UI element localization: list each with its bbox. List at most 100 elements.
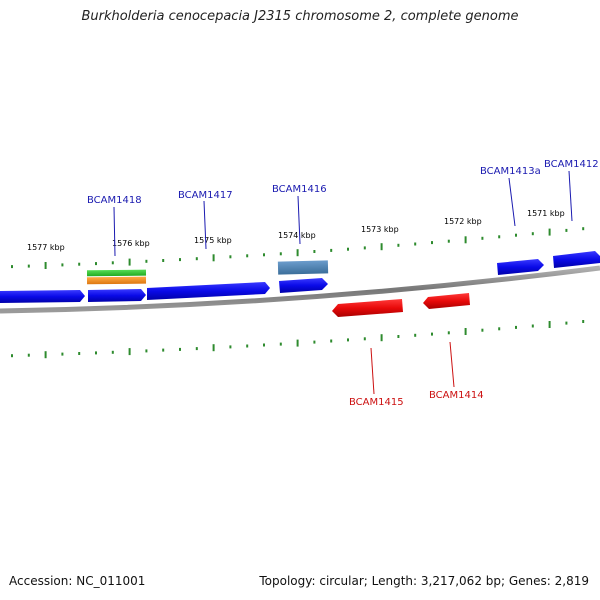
gene-labels: BCAM1418 BCAM1417 BCAM1416 BCAM1413a BCA… (87, 159, 599, 408)
tick-reverse-23 (397, 335, 400, 338)
gene-arrow-bcam1415[interactable] (332, 299, 403, 317)
tick-reverse-2 (44, 351, 47, 359)
tick-forward-5 (95, 262, 97, 266)
gene-arrow-unlabeled-left[interactable] (0, 290, 85, 303)
tick-forward-9 (162, 259, 165, 262)
scale-labels: 1577 kbp 1576 kbp 1575 kbp 1574 kbp 1573 kbp… (27, 209, 565, 252)
leader-bcam1416 (297, 195, 301, 245)
tick-reverse-28 (481, 328, 484, 332)
tick-forward-29 (498, 235, 501, 239)
tick-reverse-11 (195, 347, 198, 351)
gene-label-bcam1414: BCAM1414 (429, 390, 484, 401)
tick-forward-32 (548, 228, 551, 236)
tick-reverse-6 (111, 350, 114, 354)
tick-forward-1 (27, 264, 30, 268)
tick-forward-26 (447, 239, 450, 243)
tick-forward-22 (380, 243, 383, 251)
tick-forward-20 (347, 247, 349, 251)
tick-forward-16 (279, 252, 282, 256)
tick-reverse-12 (212, 344, 215, 352)
tick-forward-28 (481, 236, 484, 240)
tick-reverse-33 (565, 321, 568, 325)
gene-label-bcam1415: BCAM1415 (349, 397, 404, 408)
forward-gene-arrows (0, 251, 600, 303)
chromosome-backbone (0, 265, 600, 314)
gene-arrow-bcam1412[interactable] (553, 251, 600, 268)
tick-forward-34 (582, 227, 585, 231)
tick-forward-21 (363, 246, 366, 250)
tick-reverse-1 (27, 353, 30, 357)
leader-bcam1417 (203, 200, 207, 250)
tick-reverse-20 (347, 338, 349, 342)
leader-bcam1418 (113, 206, 116, 257)
tick-forward-12 (212, 254, 215, 262)
tick-reverse-22 (380, 334, 383, 342)
gene-label-bcam1412: BCAM1412 (544, 159, 599, 170)
scale-label-1: 1576 kbp (112, 239, 150, 248)
tick-forward-2 (44, 262, 47, 269)
tick-forward-11 (195, 257, 198, 261)
tick-forward-6 (111, 261, 114, 265)
leader-bcam1412 (568, 170, 573, 222)
gene-arrow-bcam1414[interactable] (423, 293, 470, 309)
tick-reverse-15 (263, 343, 265, 347)
tick-reverse-13 (229, 345, 232, 349)
tick-forward-14 (246, 254, 249, 258)
tick-forward-8 (145, 259, 148, 263)
tick-reverse-8 (145, 349, 148, 353)
scale-label-6: 1571 kbp (527, 209, 565, 218)
tick-row-reverse (11, 320, 585, 359)
tick-forward-24 (414, 242, 417, 246)
feature-orange-bar (86, 276, 147, 285)
tick-forward-7 (128, 258, 131, 266)
map-title: Burkholderia cenocepacia J2315 chromosom… (81, 9, 519, 24)
tick-reverse-18 (313, 340, 316, 344)
scale-label-0: 1577 kbp (27, 243, 65, 252)
gene-arrow-bcam1416[interactable] (279, 278, 328, 293)
accession-text: Accession: NC_011001 (9, 574, 146, 588)
tick-forward-25 (431, 241, 433, 245)
tick-reverse-3 (61, 352, 64, 356)
tick-reverse-31 (531, 324, 534, 328)
gene-arrow-bcam1413a[interactable] (497, 259, 544, 275)
tick-reverse-21 (363, 337, 366, 341)
gene-label-bcam1417: BCAM1417 (178, 190, 233, 201)
tick-reverse-10 (179, 347, 181, 351)
tick-reverse-5 (95, 351, 97, 355)
scale-label-4: 1573 kbp (361, 225, 399, 234)
genome-summary-text: Topology: circular; Length: 3,217,062 bp… (259, 574, 589, 588)
tick-forward-18 (313, 250, 316, 253)
tick-forward-23 (397, 243, 400, 247)
scale-label-5: 1572 kbp (444, 217, 482, 226)
label-leader-lines (113, 170, 573, 395)
tick-reverse-4 (78, 352, 81, 355)
tick-forward-19 (330, 248, 333, 252)
tick-reverse-24 (414, 333, 417, 337)
tick-reverse-17 (296, 339, 299, 347)
gene-arrow-bcam1417[interactable] (147, 282, 270, 300)
tick-forward-15 (263, 253, 265, 257)
tick-forward-17 (296, 249, 299, 257)
tick-forward-3 (61, 263, 64, 267)
tick-reverse-7 (128, 348, 131, 356)
tick-reverse-14 (246, 344, 249, 348)
tick-reverse-29 (498, 327, 501, 331)
tick-reverse-25 (431, 332, 433, 336)
leader-bcam1415 (370, 347, 375, 395)
tick-row-forward (11, 227, 585, 269)
tick-forward-0 (11, 265, 13, 269)
gene-arrow-bcam1418[interactable] (88, 289, 146, 302)
reverse-gene-arrows (332, 293, 470, 317)
tick-forward-4 (78, 262, 81, 266)
leader-bcam1414 (449, 341, 455, 388)
tick-forward-30 (515, 233, 517, 237)
tick-reverse-30 (515, 325, 517, 329)
tick-reverse-19 (330, 339, 333, 343)
tick-forward-33 (565, 228, 568, 232)
scale-label-3: 1574 kbp (278, 231, 316, 240)
tick-reverse-9 (162, 348, 165, 352)
scale-label-2: 1575 kbp (194, 236, 232, 245)
tick-forward-13 (229, 255, 232, 259)
tick-reverse-16 (279, 342, 282, 346)
